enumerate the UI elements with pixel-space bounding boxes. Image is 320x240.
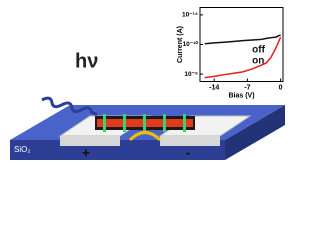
data-line [204, 36, 282, 79]
light-label: hν [75, 50, 98, 72]
y-tick-label: 10⁻⁶ [184, 71, 198, 78]
x-tick-label: -14 [209, 84, 219, 91]
electrode-right-front [160, 136, 220, 146]
nanowire-particles [103, 114, 186, 132]
light-wave [41, 96, 98, 116]
inset-chart: 10⁻¹⁴ 10⁻¹⁰ 10⁻⁶ -14 -7 0 Bias (V) Current (A) o… [177, 7, 284, 99]
y-tick-label: 10⁻¹⁴ [182, 12, 198, 19]
x-tick-label: -7 [244, 84, 250, 91]
electrode-left-front [60, 136, 120, 146]
series-label: on [252, 56, 264, 67]
y-axis-label: Current (A) [177, 26, 184, 63]
data-line [204, 34, 281, 45]
substrate-label: SiO₂ [14, 145, 30, 154]
charge-arrow [128, 131, 162, 142]
figure: hν SiO₂ + - 10⁻¹⁴ 10⁻¹⁰ 10⁻⁶ -14 -7 0 Bias (V)… [10, 7, 285, 161]
y-tick-label: 10⁻¹⁰ [183, 40, 199, 48]
negative-label: - [186, 145, 191, 161]
positive-label: + [82, 145, 90, 161]
x-axis-label: Bias (V) [228, 92, 254, 99]
series-label: off [252, 45, 265, 56]
x-tick-label: 0 [279, 84, 283, 91]
substrate-side [225, 105, 285, 160]
